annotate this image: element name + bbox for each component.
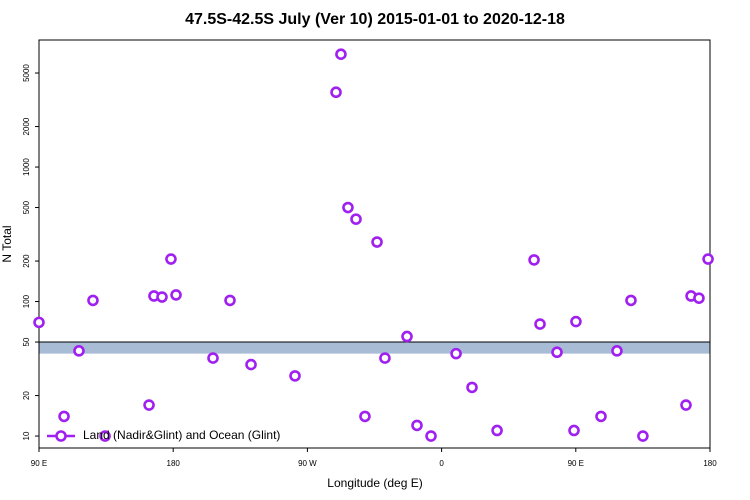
point: [99, 430, 111, 442]
band: [39, 342, 710, 354]
point: [87, 294, 99, 307]
point: [551, 346, 563, 359]
y-tick-label: 1000: [22, 158, 31, 176]
point: [165, 253, 177, 265]
point: [595, 410, 607, 423]
point: [156, 291, 168, 303]
point: [693, 292, 705, 304]
x-tick-label: 90 E: [31, 459, 47, 468]
legend-marker: [55, 430, 67, 442]
point: [73, 345, 85, 357]
point: [170, 289, 182, 301]
y-tick-label: 5000: [22, 64, 31, 82]
point: [342, 201, 354, 214]
point: [58, 410, 70, 423]
x-tick-label: 180: [167, 459, 181, 468]
point: [466, 381, 478, 394]
point: [611, 345, 623, 357]
y-tick-label: 10: [22, 431, 31, 440]
y-tick-label: 50: [22, 337, 31, 346]
y-axis-label: N Total: [0, 225, 14, 262]
point: [371, 236, 383, 248]
y-tick-label: 200: [22, 254, 31, 268]
y-tick-label: 100: [22, 294, 31, 308]
point: [702, 253, 714, 265]
point: [570, 315, 582, 328]
point: [350, 213, 362, 225]
x-tick-label: 90 E: [568, 459, 584, 468]
y-tick-label: 500: [22, 200, 31, 214]
point: [335, 48, 347, 61]
x-tick-label: 180: [703, 459, 717, 468]
point: [359, 410, 371, 423]
point: [330, 86, 342, 99]
point: [224, 294, 236, 307]
point: [450, 347, 462, 360]
point: [401, 330, 413, 343]
chart-title: 47.5S-42.5S July (Ver 10) 2015-01-01 to …: [185, 11, 565, 28]
point: [680, 399, 692, 411]
x-tick-label: 0: [439, 459, 444, 468]
x-tick-label: 90 W: [298, 459, 317, 468]
point: [245, 358, 257, 371]
point: [379, 352, 391, 364]
y-tick-label: 2000: [22, 117, 31, 135]
point: [534, 318, 546, 330]
legend-label: Land (Nadir&Glint) and Ocean (Glint): [83, 428, 280, 442]
point: [289, 370, 301, 382]
point: [491, 424, 503, 437]
x-axis-label: Longitude (deg E): [327, 476, 422, 490]
point: [568, 424, 580, 437]
plot-frame: [38, 39, 711, 449]
point: [33, 316, 45, 329]
y-tick-label: 20: [22, 391, 31, 400]
point: [625, 294, 637, 307]
point: [425, 430, 437, 442]
point: [528, 254, 540, 266]
point: [411, 419, 423, 432]
point: [207, 352, 219, 364]
point: [143, 399, 155, 411]
point: [637, 430, 649, 442]
